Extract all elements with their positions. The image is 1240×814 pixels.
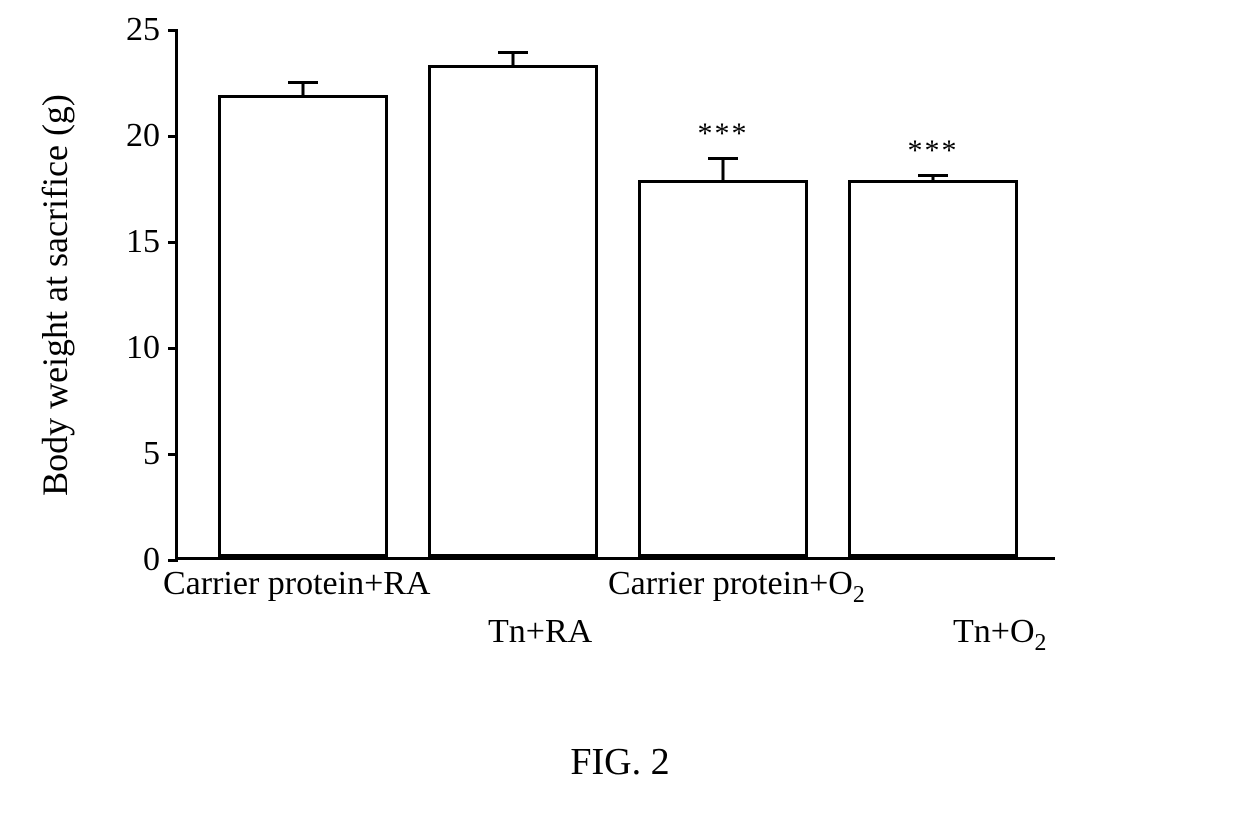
- figure-container: Body weight at sacrifice (g) 0510152025C…: [0, 0, 1240, 814]
- significance-marker: ***: [698, 117, 749, 151]
- y-tick-mark: [168, 453, 178, 456]
- error-bar-cap: [708, 157, 738, 160]
- y-axis-label: Body weight at sacrifice (g): [34, 94, 76, 496]
- plot-area: 0510152025Carrier protein+RATn+RA***Carr…: [175, 30, 1055, 560]
- bar: [848, 180, 1018, 557]
- error-bar-stem: [722, 157, 725, 182]
- y-tick-mark: [168, 559, 178, 562]
- figure-caption: FIG. 2: [570, 740, 669, 784]
- x-category-label: Carrier protein+RA: [163, 565, 430, 603]
- x-category-label: Tn+RA: [488, 613, 592, 651]
- significance-marker: ***: [908, 134, 959, 168]
- x-category-label: Carrier protein+O2: [608, 565, 865, 609]
- bar: [218, 95, 388, 557]
- bar: [428, 65, 598, 557]
- y-tick-mark: [168, 241, 178, 244]
- error-bar-cap: [288, 81, 318, 84]
- x-category-label: Tn+O2: [953, 613, 1046, 657]
- y-tick-mark: [168, 135, 178, 138]
- bar: [638, 180, 808, 557]
- error-bar-cap: [918, 174, 948, 177]
- y-tick-mark: [168, 347, 178, 350]
- y-tick-mark: [168, 29, 178, 32]
- error-bar-cap: [498, 51, 528, 54]
